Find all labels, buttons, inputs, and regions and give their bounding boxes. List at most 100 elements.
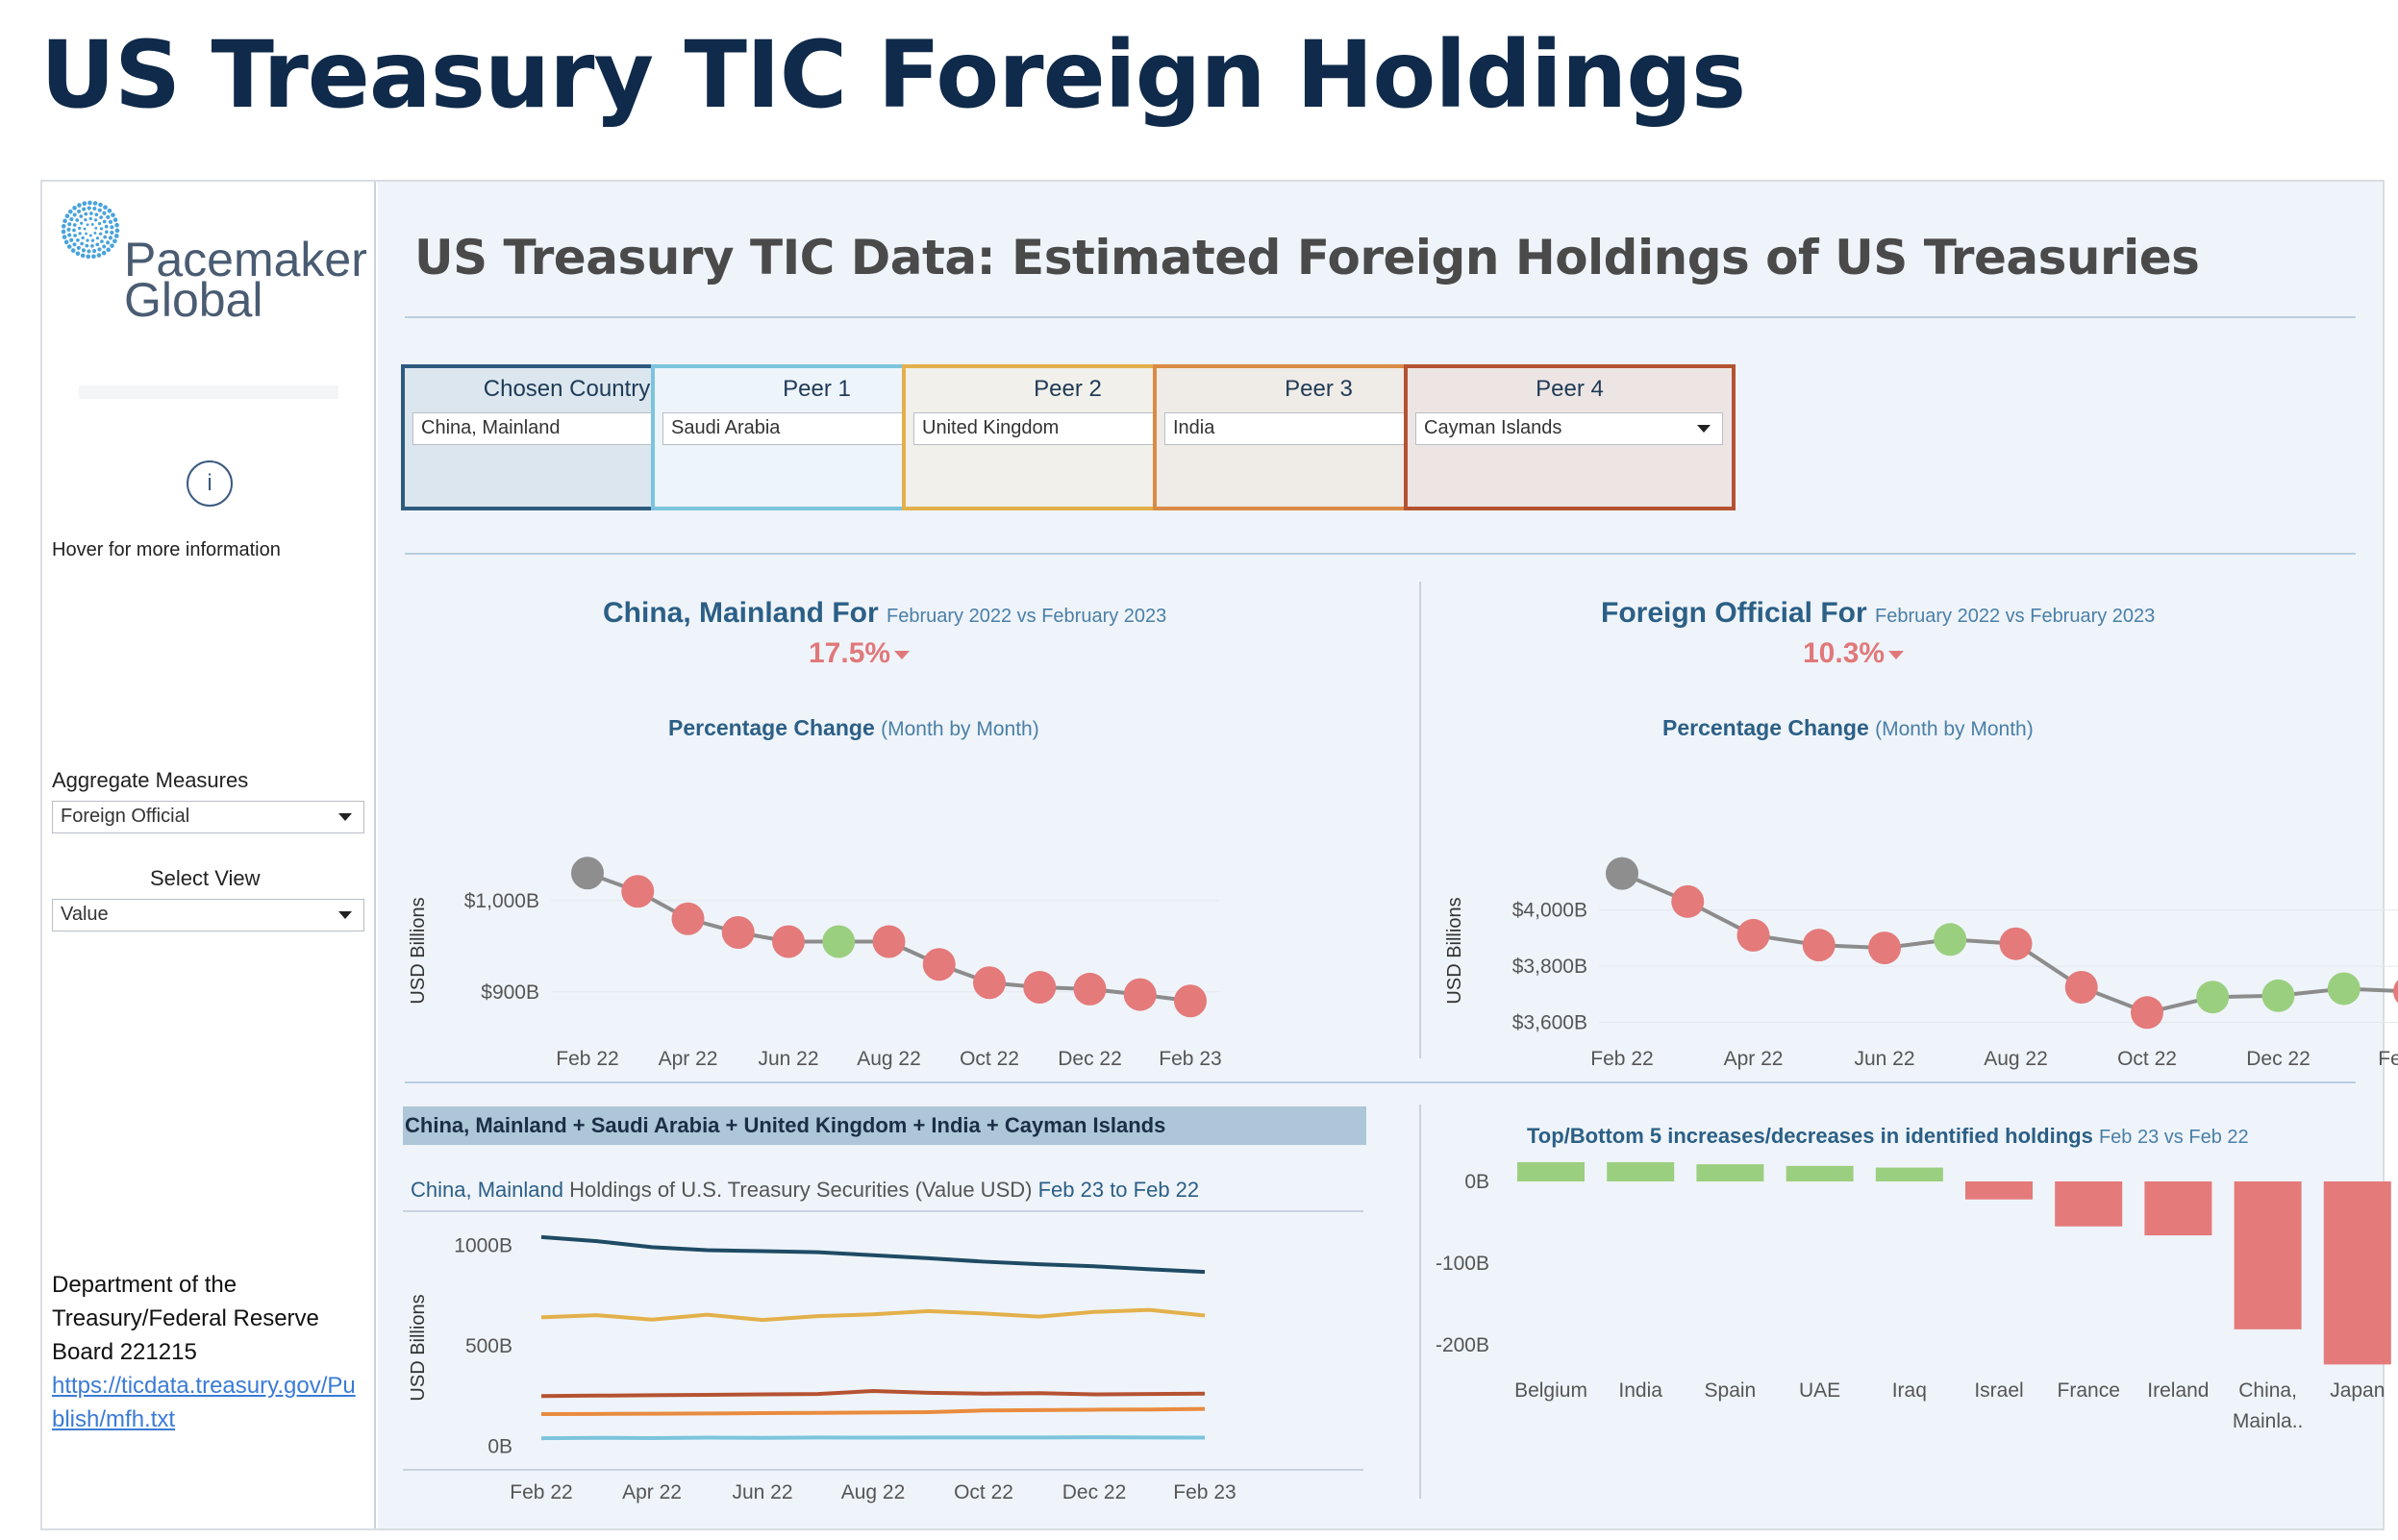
series-line[interactable] [540,1388,1206,1399]
x-tick-label: India [1618,1379,1662,1402]
data-point[interactable] [1073,972,1107,1006]
data-point[interactable] [571,857,604,890]
logo-dot [83,227,87,231]
kpi-right-change: 10.3% [1803,637,1905,670]
data-point[interactable] [2393,975,2398,1007]
filter-dropdown[interactable]: Cayman Islands [1415,412,1723,445]
logo-dot [108,219,113,224]
data-point[interactable] [1174,984,1207,1018]
data-point[interactable] [1868,931,1901,965]
series-line[interactable] [540,1234,1206,1275]
bar[interactable] [1696,1164,1764,1181]
y-tick-label: 500B [465,1335,512,1357]
filter-value: India [1173,417,1215,438]
bar[interactable] [2234,1181,2302,1329]
bar[interactable] [2144,1181,2212,1236]
data-point[interactable] [2196,981,2230,1014]
x-tick-label: Belgium [1514,1379,1587,1402]
y-axis-label: USD Billions [408,1294,429,1401]
data-point[interactable] [922,948,956,981]
logo-dot [103,235,108,239]
series-line[interactable] [540,1406,1206,1417]
data-point[interactable] [1123,978,1157,1011]
aggregate-measures-dropdown[interactable]: Foreign Official [52,801,364,833]
bar-chart-title-period: Feb 23 vs Feb 22 [2098,1127,2249,1148]
data-point[interactable] [721,916,755,949]
logo-dot [107,208,112,213]
filter-value: United Kingdom [922,417,1060,438]
select-view-dropdown[interactable]: Value [52,899,364,931]
logo-dot [104,230,109,235]
x-tick-label: Aug 22 [1984,1048,2048,1070]
data-point[interactable] [1736,918,1770,952]
percentage-change-chart-left: USD Billions $1,000B $900B Feb 22 Apr 22 Jun … [408,857,1222,1070]
logo-dot [112,217,118,223]
filter-value: China, Mainland [421,417,561,438]
source-link[interactable]: https://ticdata.treasury.gov/Publish/mfh… [52,1373,356,1432]
logo-dot [66,244,72,249]
logo-dot [92,206,97,211]
x-tick-label: Oct 22 [954,1481,1013,1503]
logo-dot [67,222,72,227]
holdings-text: Holdings of U.S. Treasury Securities [569,1178,910,1202]
y-tick-label: $1,000B [464,890,539,912]
data-point[interactable] [822,925,856,958]
x-tick-label: Jun 22 [1854,1048,1914,1070]
x-tick-label: Spain [1705,1379,1757,1402]
x-tick-label: France [2058,1379,2120,1402]
data-point[interactable] [1934,923,1967,956]
bar[interactable] [2323,1181,2391,1365]
data-point[interactable] [2261,979,2295,1012]
logo-dot [88,216,92,221]
filter-label: Peer 3 [1285,376,1353,402]
sidebar-strip [79,385,338,399]
data-point[interactable] [1802,929,1836,962]
bar[interactable] [1875,1167,1943,1181]
logo-dot [114,222,119,228]
logo-dot [110,230,114,236]
divider-vertical [1419,582,1421,1058]
x-tick-label: Aug 22 [857,1048,921,1070]
series-line[interactable] [540,1307,1206,1323]
logo-dot [99,232,103,236]
logo-dot [69,216,74,222]
info-icon[interactable]: i [187,460,233,507]
series-line[interactable] [540,1435,1206,1441]
logo-dot [67,209,73,214]
logo-dot [72,212,77,217]
logo-dot [101,250,107,256]
logo-dot [97,208,102,212]
data-point[interactable] [2327,972,2361,1006]
logo-dot [79,214,84,218]
data-point[interactable] [772,925,805,958]
bar[interactable] [1607,1162,1675,1181]
logo-dot [100,239,104,244]
x-tick-label: Oct 22 [960,1048,1019,1070]
data-point[interactable] [872,925,906,958]
kpi-right-period: February 2022 vs February 2023 [1875,606,2156,627]
logo-dot [87,200,92,206]
y-tick-label: -100B [1436,1253,1489,1275]
x-tick-label: Feb 22 [510,1481,572,1503]
data-point[interactable] [1606,857,1638,890]
peer-banner: China, Mainland + Saudi Arabia + United … [403,1106,1366,1145]
data-point[interactable] [1671,884,1705,918]
data-point[interactable] [1999,927,2033,960]
holdings-country: China, Mainland [411,1178,563,1202]
logo-dot [67,233,72,237]
holdings-unit: (Value USD) [914,1178,1033,1202]
bar[interactable] [1517,1162,1585,1181]
bar[interactable] [2055,1181,2123,1227]
y-tick-label: 0B [487,1436,512,1458]
data-point[interactable] [973,966,1006,1000]
logo-dot [114,228,120,234]
data-point[interactable] [671,902,705,935]
data-point[interactable] [2064,971,2098,1004]
data-point[interactable] [621,875,655,908]
data-point[interactable] [2131,996,2163,1030]
data-point[interactable] [1023,971,1057,1004]
bar[interactable] [1965,1181,2033,1200]
aggregate-measures-label: Aggregate Measures [52,768,249,792]
bar[interactable] [1786,1165,1854,1181]
logo-dot [95,242,100,247]
